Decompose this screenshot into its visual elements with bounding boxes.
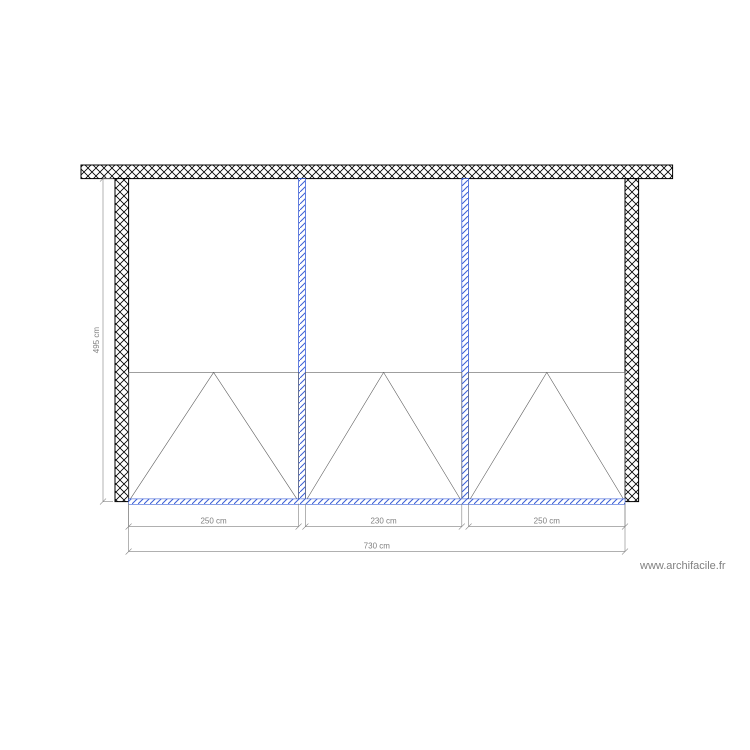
svg-text:495 cm: 495 cm: [92, 327, 101, 354]
column-right: [625, 179, 639, 502]
top-beam: [81, 165, 673, 179]
dim-bay-3: 250 cm: [466, 504, 628, 530]
dim-bay-1: 250 cm: [126, 504, 302, 530]
window-bay-3: [469, 372, 625, 501]
plan-drawing: 495 cm 250 cm 230 cm 250 cm 730 cm: [0, 0, 750, 750]
svg-text:250 cm: 250 cm: [534, 517, 561, 526]
dim-height: 495 cm: [92, 176, 113, 505]
svg-text:730 cm: 730 cm: [364, 542, 391, 551]
window-bay-1: [129, 372, 299, 501]
svg-text:250 cm: 250 cm: [200, 517, 227, 526]
svg-text:230 cm: 230 cm: [370, 517, 397, 526]
partition-1: [299, 179, 306, 502]
dim-bay-2: 230 cm: [302, 504, 464, 530]
window-bay-2: [305, 372, 461, 501]
partition-2: [462, 179, 469, 502]
sill: [129, 499, 625, 504]
watermark: www.archifacile.fr: [640, 560, 726, 572]
column-left: [115, 179, 129, 502]
dim-total: 730 cm: [126, 504, 628, 555]
